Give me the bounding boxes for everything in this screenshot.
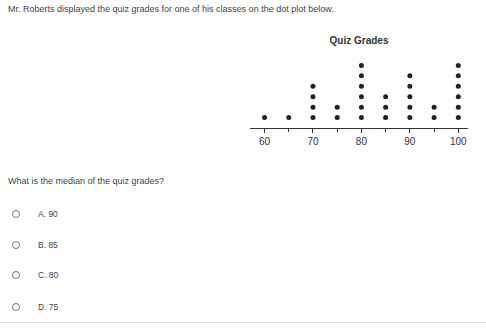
html-text:What is the median of the quiz: What is the median of the quiz grades?	[8, 176, 165, 186]
html-text:B. 85: B. 85	[38, 239, 58, 250]
svg-text:Quiz Grades: Quiz Grades	[330, 35, 389, 46]
html-text:A. 90: A. 90	[38, 208, 58, 219]
svg-text:80: 80	[356, 136, 368, 147]
html-text:D. 75: D. 75	[38, 301, 59, 312]
svg-text:60: 60	[259, 136, 271, 147]
svg-text:70: 70	[307, 136, 319, 147]
html-text:Mr. Roberts displayed the quiz: Mr. Roberts displayed the quiz grades fo…	[8, 4, 334, 14]
svg-text:100: 100	[450, 136, 467, 147]
svg-text:90: 90	[404, 136, 416, 147]
html-text:C. 80: C. 80	[38, 269, 59, 280]
